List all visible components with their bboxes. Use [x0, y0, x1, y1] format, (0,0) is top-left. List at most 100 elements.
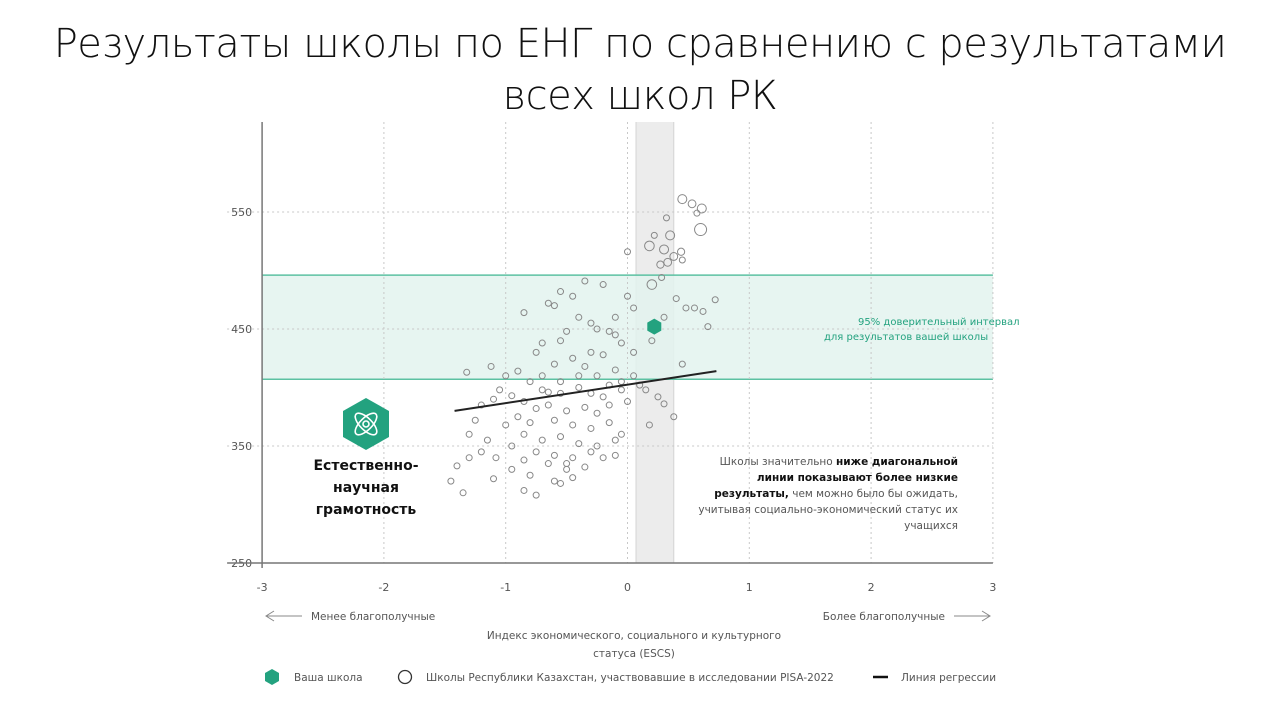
school-point	[520, 456, 528, 464]
school-point	[502, 421, 510, 429]
school-point	[487, 362, 495, 370]
school-point	[593, 372, 601, 380]
school-point	[611, 313, 619, 321]
school-point	[538, 339, 546, 347]
school-point	[624, 398, 631, 406]
school-point	[538, 436, 546, 444]
school-point	[699, 307, 707, 315]
school-point	[605, 327, 613, 335]
school-point	[599, 351, 607, 359]
x-axis-label-2: статуса (ESCS)	[593, 648, 675, 660]
school-point	[550, 416, 558, 424]
school-point	[581, 277, 589, 285]
legend-schools-icon	[397, 669, 413, 685]
x-tick-label: -2	[378, 581, 389, 594]
legend-regression: Линия регрессии	[901, 672, 996, 684]
science-icon	[343, 398, 389, 450]
school-point	[581, 362, 589, 370]
legend-your-school: Ваша школа	[294, 672, 363, 684]
school-point	[575, 440, 583, 448]
school-point	[624, 292, 631, 300]
note-1b: ниже диагональной	[836, 456, 958, 468]
school-point	[669, 252, 679, 261]
school-point	[502, 372, 510, 380]
school-point	[544, 460, 552, 468]
school-point	[538, 372, 546, 380]
school-point	[557, 433, 565, 441]
title-line-2: всех школ РК	[502, 73, 778, 119]
legend-schools: Школы Республики Казахстан, участвовавши…	[426, 672, 834, 684]
note-3b: чем можно было бы ожидать,	[789, 488, 958, 500]
school-point	[617, 430, 625, 438]
note-3a: результаты,	[714, 488, 789, 500]
note-2: линии показывают более низкие	[757, 472, 958, 484]
school-point	[544, 388, 552, 396]
annotation-note: Школы значительно ниже диагональной лини…	[698, 456, 958, 532]
school-point	[569, 474, 577, 482]
left-arrow	[265, 610, 302, 622]
school-point	[532, 348, 540, 356]
school-point	[477, 448, 485, 456]
x-tick-label: 2	[868, 581, 875, 594]
school-point	[569, 421, 577, 429]
school-point	[453, 462, 461, 470]
x-tick-label: 3	[989, 581, 996, 594]
school-point	[550, 477, 558, 485]
ci-label-1: 95% доверительный интервал	[858, 317, 1019, 328]
school-point	[677, 194, 688, 205]
school-point	[630, 304, 638, 312]
school-point	[492, 454, 500, 462]
right-arrow-label: Более благополучные	[823, 611, 945, 623]
regression-line	[454, 370, 717, 412]
school-point	[617, 339, 625, 347]
school-point	[693, 209, 701, 217]
x-tick-label: 1	[746, 581, 753, 594]
school-point	[687, 199, 697, 209]
legend: Ваша школа Школы Республики Казахстан, у…	[265, 669, 996, 685]
school-point	[557, 378, 565, 386]
school-point	[563, 327, 571, 335]
x-tick-label: 0	[624, 581, 631, 594]
school-point	[654, 393, 662, 401]
school-point	[490, 475, 498, 483]
school-point	[587, 319, 595, 327]
subject-label-3: грамотность	[316, 502, 417, 518]
school-point	[587, 424, 595, 432]
your-school-marker	[647, 318, 662, 335]
school-point	[662, 214, 670, 222]
school-point	[563, 460, 571, 468]
school-point	[690, 304, 698, 312]
y-tick-label: 450	[231, 323, 252, 336]
note-1a: Школы значительно	[720, 456, 836, 468]
school-point	[532, 448, 540, 456]
school-point	[593, 325, 601, 333]
school-point	[593, 409, 601, 417]
school-point	[670, 413, 678, 421]
school-point	[587, 348, 595, 356]
school-point	[575, 384, 583, 391]
school-point	[678, 360, 686, 368]
school-point	[581, 463, 589, 471]
school-point	[508, 442, 516, 450]
school-point	[645, 421, 653, 429]
school-point	[544, 401, 552, 409]
school-point	[704, 323, 712, 331]
svg-text:результаты, чем можно было бы: результаты, чем можно было бы ожидать,	[714, 488, 958, 500]
school-point	[599, 281, 607, 289]
school-point	[526, 419, 534, 427]
school-point	[459, 489, 467, 497]
school-point	[557, 288, 565, 296]
school-point	[563, 407, 571, 415]
school-point	[557, 337, 565, 345]
school-point	[496, 386, 504, 394]
school-point	[648, 337, 656, 345]
school-point	[526, 471, 534, 479]
school-point	[593, 442, 601, 450]
left-arrow-label: Менее благополучные	[311, 611, 435, 623]
right-arrow	[954, 610, 991, 622]
school-point	[550, 302, 558, 310]
school-point	[611, 451, 619, 459]
school-point	[508, 392, 516, 400]
school-point	[658, 274, 666, 282]
school-point	[569, 354, 577, 362]
